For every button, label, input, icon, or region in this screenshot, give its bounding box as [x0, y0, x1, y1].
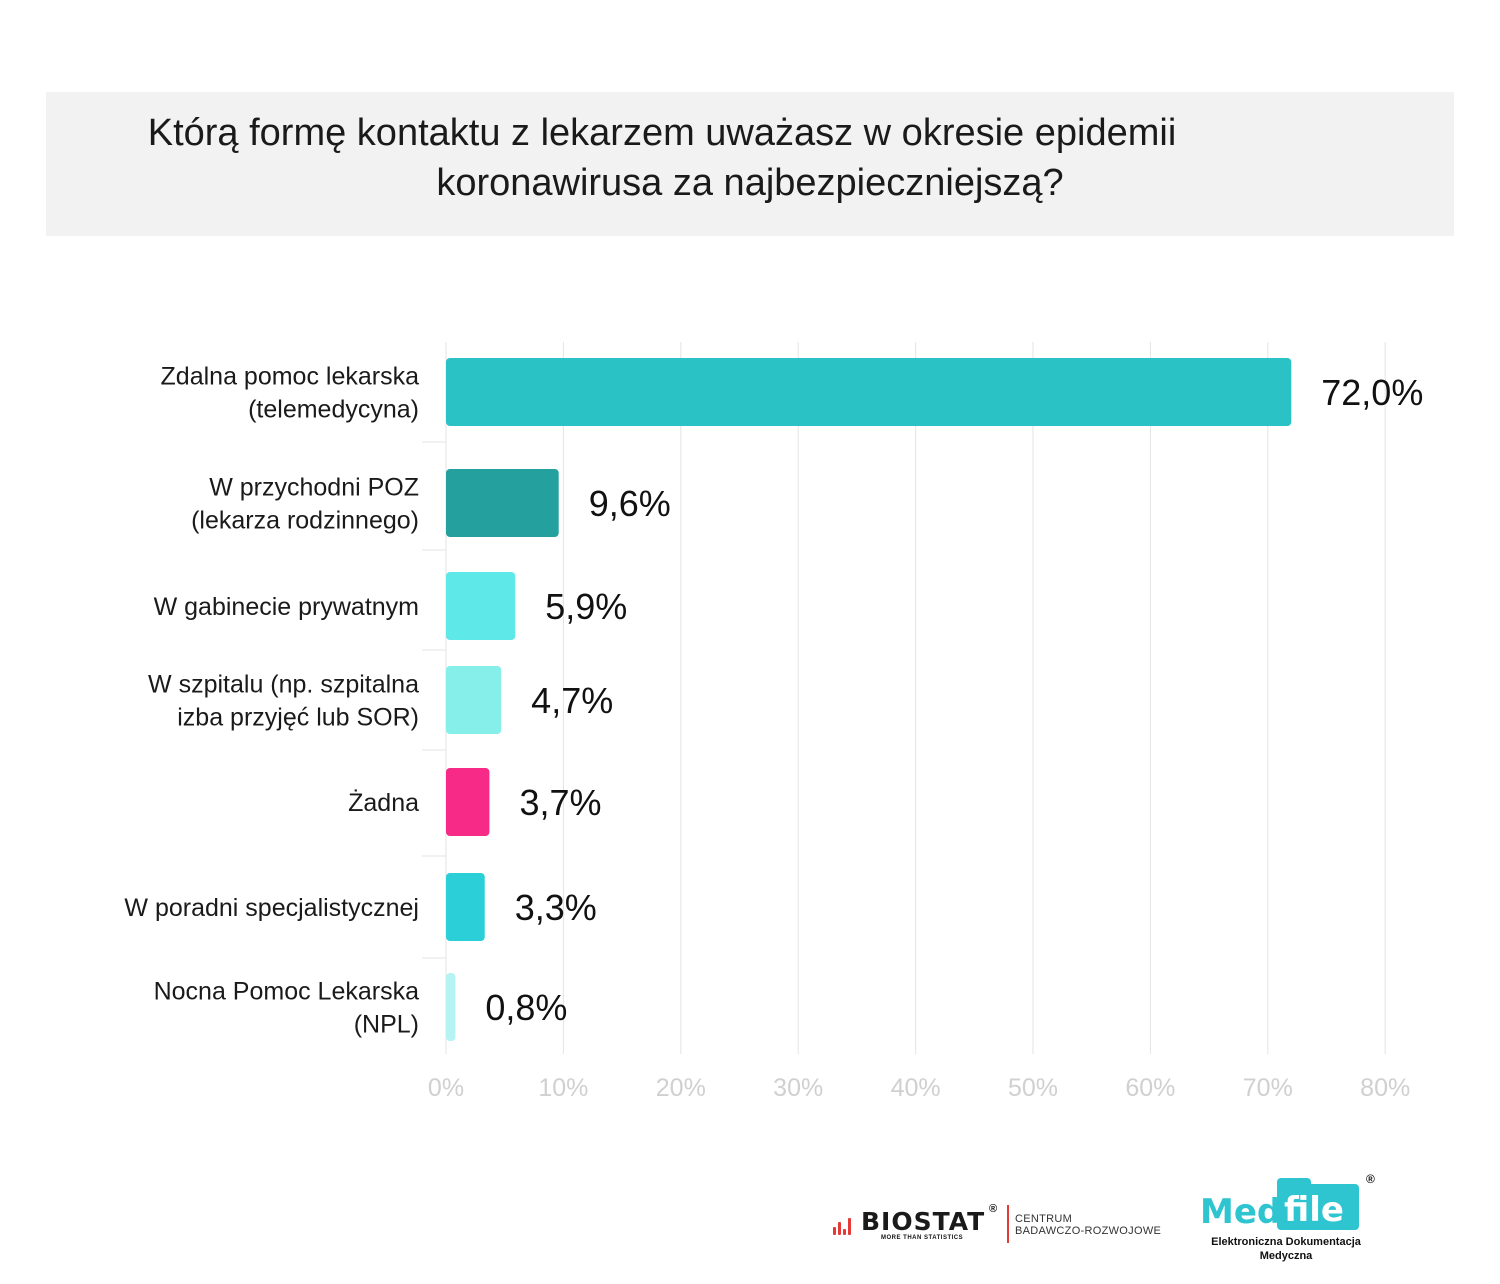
x-tick-label: 50%: [1008, 1074, 1058, 1102]
x-tick-label: 10%: [538, 1074, 588, 1102]
x-tick-label: 70%: [1243, 1074, 1293, 1102]
category-label: Żadna: [348, 788, 419, 817]
medfile-folder-icon: [1277, 1184, 1359, 1230]
x-tick-label: 40%: [891, 1074, 941, 1102]
bar: [446, 768, 490, 836]
biostat-name: BIOSTAT: [861, 1207, 986, 1236]
bar: [446, 572, 516, 640]
bar: [446, 469, 559, 537]
medfile-name-part-1: Med: [1200, 1192, 1282, 1232]
category-label: (NPL): [354, 1011, 419, 1039]
biostat-registered-mark: ®: [989, 1203, 998, 1215]
chart-title-line-1: Którą formę kontaktu z lekarzem uważasz …: [147, 112, 1177, 154]
x-tick-label: 60%: [1125, 1074, 1175, 1102]
category-label: W przychodni POZ: [209, 474, 419, 502]
biostat-logo: BIOSTAT ® MORE THAN STATISTICS CENTRUM B…: [833, 1203, 1168, 1245]
medfile-subtitle-line-2: Medyczna: [1259, 1250, 1313, 1262]
bar-value-label: 3,7%: [519, 782, 601, 823]
x-tick-label: 30%: [773, 1074, 823, 1102]
bar-value-label: 4,7%: [531, 680, 613, 721]
bar-value-label: 9,6%: [589, 483, 671, 524]
category-label: izba przyjęć lub SOR): [177, 704, 419, 732]
category-label: (telemedycyna): [248, 396, 419, 424]
medfile-name-part-2: file: [1284, 1190, 1344, 1230]
bar-value-label: 72,0%: [1321, 372, 1423, 413]
title-box: Którą formę kontaktu z lekarzem uważasz …: [46, 92, 1454, 236]
chart-title-line-2: koronawirusa za najbezpieczniejszą?: [436, 162, 1064, 204]
medfile-subtitle-line-1: Elektroniczna Dokumentacja: [1211, 1236, 1361, 1248]
bar-value-label: 3,3%: [515, 887, 597, 928]
bar: [446, 873, 485, 941]
category-label: (lekarza rodzinnego): [191, 507, 419, 535]
bar: [446, 973, 456, 1041]
category-label: W gabinecie prywatnym: [154, 593, 419, 621]
bar: [446, 358, 1292, 426]
bar: [446, 666, 502, 734]
bar-value-label: 0,8%: [485, 987, 567, 1028]
medfile-logo: Med file ® Elektroniczna Dokumentacja Me…: [1196, 1172, 1386, 1272]
biostat-separator: [1007, 1205, 1009, 1243]
category-label: W szpitalu (np. szpitalna: [148, 671, 419, 699]
x-tick-label: 20%: [656, 1074, 706, 1102]
biostat-center-line-1: CENTRUM: [1015, 1213, 1073, 1225]
medfile-registered-mark: ®: [1366, 1172, 1375, 1186]
medfile-folder-tab: [1277, 1178, 1311, 1188]
biostat-tagline: MORE THAN STATISTICS: [881, 1235, 964, 1241]
x-tick-label: 0%: [428, 1074, 464, 1102]
category-label: Nocna Pomoc Lekarska: [154, 978, 420, 1006]
biostat-center-line-2: BADAWCZO-ROZWOJOWE: [1015, 1225, 1162, 1237]
x-tick-label: 80%: [1360, 1074, 1410, 1102]
biostat-bars-icon: [833, 1213, 857, 1235]
category-label: W poradni specjalistycznej: [124, 894, 419, 922]
category-label: Zdalna pomoc lekarska: [161, 363, 420, 391]
bar-value-label: 5,9%: [545, 586, 627, 627]
